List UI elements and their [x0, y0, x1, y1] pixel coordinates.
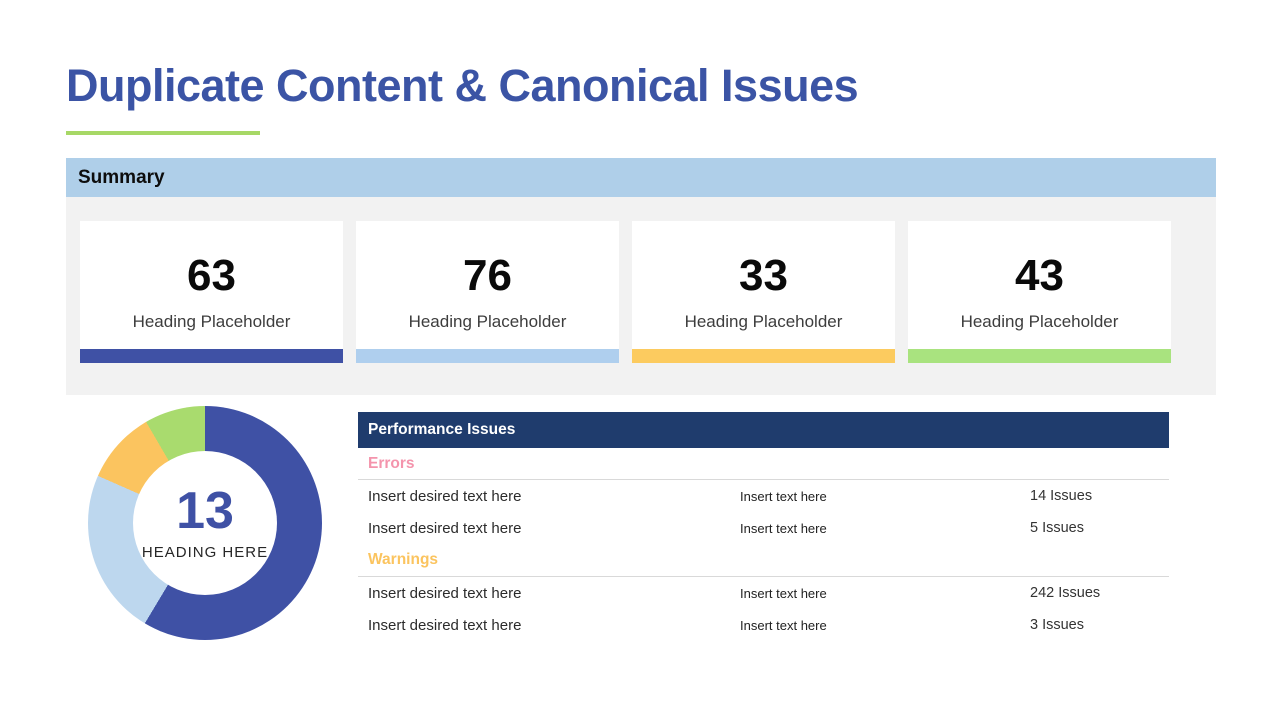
donut-center-value: 13	[176, 482, 234, 540]
issue-row: Insert desired text here Insert text her…	[358, 480, 1169, 512]
issue-count: 3 Issues	[1030, 617, 1084, 633]
stat-card-value: 76	[463, 251, 512, 300]
stat-card-value: 63	[187, 251, 236, 300]
issue-row: Insert desired text here Insert text her…	[358, 512, 1169, 544]
stat-card-value: 43	[1015, 251, 1064, 300]
stat-card-value: 33	[739, 251, 788, 300]
issue-description: Insert desired text here	[368, 616, 522, 634]
issue-count: 242 Issues	[1030, 585, 1101, 601]
donut-center-label: HEADING HERE	[141, 544, 269, 561]
stat-card: 63 Heading Placeholder	[80, 221, 343, 363]
summary-header-label: Summary	[78, 166, 165, 188]
stat-card-label: Heading Placeholder	[684, 312, 843, 331]
issue-row: Insert desired text here Insert text her…	[358, 577, 1169, 609]
stat-card: 76 Heading Placeholder	[356, 221, 619, 363]
stat-card: 33 Heading Placeholder	[632, 221, 895, 363]
donut-center: 13 HEADING HERE	[133, 451, 277, 595]
issue-description: Insert desired text here	[368, 584, 522, 602]
stat-card-label: Heading Placeholder	[408, 312, 567, 331]
issue-count: 14 Issues	[1030, 488, 1093, 504]
stat-card-label: Heading Placeholder	[132, 312, 291, 331]
slide-title: Duplicate Content & Canonical Issues	[66, 60, 859, 111]
issue-count: 5 Issues	[1030, 520, 1084, 536]
issue-row: Insert desired text here Insert text her…	[358, 609, 1169, 641]
issue-note: Insert text here	[740, 488, 827, 504]
issue-note: Insert text here	[740, 617, 827, 633]
issue-description: Insert desired text here	[368, 487, 522, 505]
stat-card-accent-bar	[908, 349, 1171, 363]
performance-issues-table: Performance Issues Errors Insert desired…	[358, 412, 1169, 641]
stat-card-accent-bar	[632, 349, 895, 363]
stat-card: 43 Heading Placeholder	[908, 221, 1171, 363]
issue-description: Insert desired text here	[368, 519, 522, 537]
issues-table-header: Performance Issues	[358, 412, 1169, 448]
stat-card-accent-bar	[80, 349, 343, 363]
issues-section-heading-errors: Errors	[358, 448, 1169, 480]
issues-section-heading-warnings: Warnings	[358, 544, 1169, 577]
stat-card-row: 63 Heading Placeholder 76 Heading Placeh…	[80, 221, 1171, 363]
summary-section-header: Summary	[66, 158, 1216, 197]
title-underline-accent	[66, 131, 260, 135]
stat-card-accent-bar	[356, 349, 619, 363]
donut-chart: 13 HEADING HERE	[88, 406, 322, 640]
issue-note: Insert text here	[740, 520, 827, 536]
summary-panel: 63 Heading Placeholder 76 Heading Placeh…	[66, 197, 1216, 395]
issue-note: Insert text here	[740, 585, 827, 601]
stat-card-label: Heading Placeholder	[960, 312, 1119, 331]
